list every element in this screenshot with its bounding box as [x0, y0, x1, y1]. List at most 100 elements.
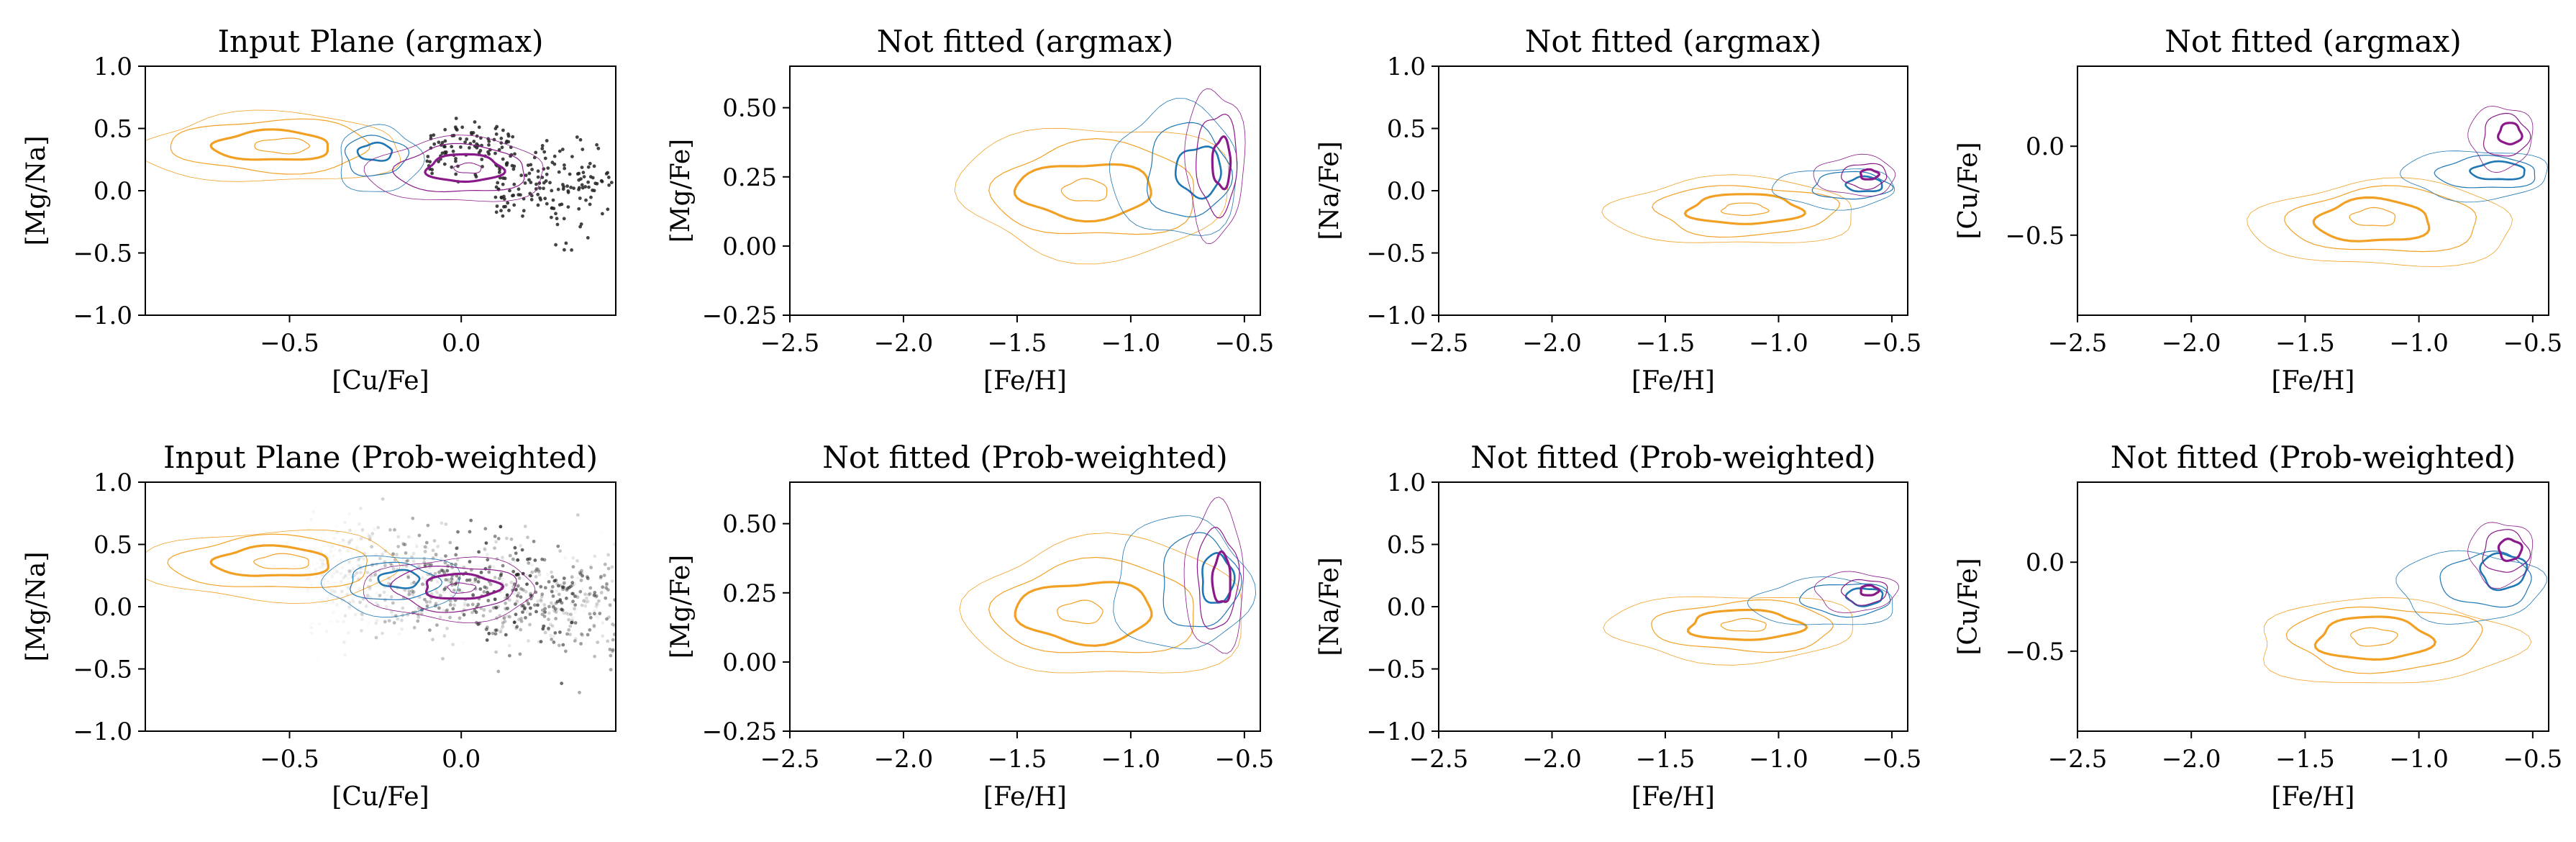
contour-orange-level-3 — [1651, 599, 1834, 653]
data-point — [437, 160, 440, 163]
contour-purple-level-3 — [1813, 571, 1899, 613]
data-point — [320, 565, 324, 569]
data-point — [573, 607, 576, 611]
y-tick-label: 0.5 — [1387, 115, 1426, 144]
data-point — [534, 590, 538, 594]
x-tick-label: −1.5 — [1636, 329, 1696, 358]
data-point — [508, 615, 511, 619]
y-tick-label: −0.5 — [1366, 240, 1426, 268]
data-point — [401, 558, 405, 563]
chart-panel-4: −2.5 −2.0 −1.5 −1.0 −0.5 −0.5 0.0 Not fitted (a… — [1954, 24, 2562, 396]
data-point — [393, 614, 398, 618]
data-point — [536, 599, 540, 603]
data-point — [455, 546, 459, 551]
data-point — [383, 563, 387, 568]
data-point — [588, 612, 592, 616]
data-point — [478, 148, 483, 153]
data-point — [355, 571, 359, 575]
data-point — [368, 578, 373, 582]
data-point — [494, 185, 499, 189]
data-point — [326, 597, 329, 601]
data-point — [437, 592, 440, 596]
data-point — [360, 528, 365, 532]
data-point — [463, 140, 467, 145]
data-point — [525, 610, 529, 614]
data-point — [601, 621, 605, 625]
data-point — [444, 568, 448, 572]
data-point — [444, 522, 448, 526]
data-point — [476, 580, 481, 584]
data-point — [594, 594, 599, 598]
data-point — [540, 147, 545, 151]
data-point — [580, 569, 583, 573]
data-point — [454, 159, 458, 163]
data-point — [525, 599, 529, 603]
data-point — [501, 556, 504, 560]
data-point — [550, 570, 553, 574]
data-point — [503, 176, 507, 181]
data-point — [441, 656, 445, 661]
data-point — [487, 566, 491, 570]
data-point — [322, 563, 327, 567]
data-point — [499, 572, 504, 576]
data-point — [521, 571, 525, 576]
x-tick-label: −1.0 — [1101, 745, 1161, 774]
data-point — [369, 535, 373, 539]
contour-orange-level-2 — [2313, 615, 2436, 661]
data-point — [581, 171, 586, 175]
data-point — [373, 573, 378, 576]
axes-frame — [1438, 481, 1908, 732]
data-point — [529, 163, 533, 167]
data-point — [570, 615, 574, 620]
data-point — [518, 652, 522, 656]
data-point — [550, 584, 555, 589]
data-point — [555, 599, 560, 604]
data-point — [445, 626, 449, 630]
contour-blue-level-3 — [2400, 150, 2548, 203]
data-point — [517, 576, 522, 580]
data-point — [519, 620, 524, 623]
data-point — [573, 639, 577, 643]
data-point — [583, 604, 588, 608]
data-point — [379, 589, 383, 592]
data-point — [425, 546, 429, 550]
contour-purple-level-1 — [1211, 135, 1232, 191]
chart-title: Not fitted (Prob-weighted) — [822, 440, 1227, 475]
data-point — [482, 608, 486, 612]
data-point — [310, 584, 314, 587]
data-point — [340, 579, 343, 584]
plot-area — [2247, 106, 2548, 267]
data-point — [429, 134, 433, 138]
data-point — [497, 148, 501, 152]
data-point — [496, 181, 500, 185]
data-point — [584, 600, 588, 604]
chart-panel-2: −2.5 −2.0 −1.5 −1.0 −0.5 −0.25 0.00 0.25 0.50 Not… — [666, 24, 1274, 396]
data-point — [551, 594, 555, 598]
data-point — [588, 586, 593, 590]
data-point — [530, 168, 534, 171]
data-point — [516, 558, 520, 562]
chart-title: Not fitted (Prob-weighted) — [1470, 440, 1875, 475]
data-point — [485, 638, 489, 642]
data-point — [448, 540, 452, 545]
data-point — [329, 620, 332, 623]
axes-frame — [2077, 65, 2549, 316]
data-point — [512, 182, 516, 186]
data-point — [309, 517, 313, 522]
data-point — [406, 575, 411, 579]
data-point — [426, 155, 430, 158]
data-point — [383, 620, 387, 624]
data-point — [552, 640, 556, 644]
data-point — [493, 546, 496, 550]
data-point — [599, 531, 603, 535]
data-point — [516, 594, 519, 598]
contour-purple-level-1 — [1211, 550, 1232, 603]
data-point — [424, 540, 429, 545]
y-tick-label: 0.00 — [722, 648, 777, 677]
data-point — [360, 612, 364, 617]
data-point — [529, 198, 534, 202]
data-point — [433, 571, 437, 576]
data-point — [504, 588, 507, 592]
data-point — [582, 175, 586, 179]
data-point — [554, 243, 557, 247]
